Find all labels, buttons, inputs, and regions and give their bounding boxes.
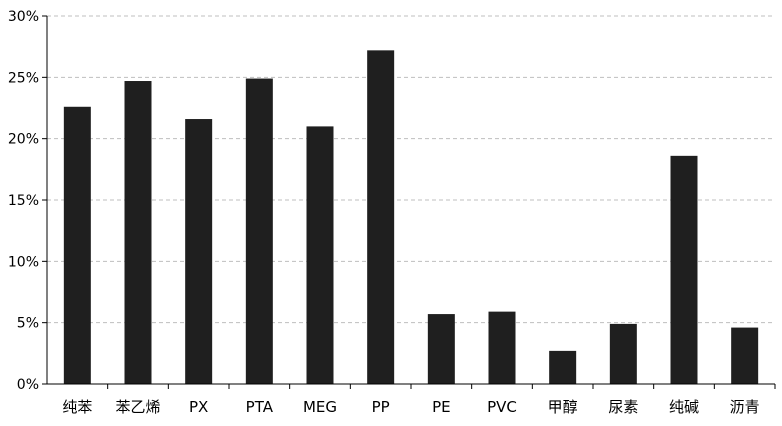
x-tick-label: 纯苯 — [62, 398, 92, 416]
x-tick-label: PE — [432, 398, 451, 416]
bar — [427, 314, 455, 384]
x-tick-label: PVC — [487, 398, 517, 416]
bar — [63, 106, 91, 385]
y-tick-label: 20% — [8, 132, 39, 148]
x-tick-label: 纯碱 — [669, 398, 699, 416]
bar — [306, 126, 334, 385]
x-tick-label: PP — [372, 398, 390, 416]
bar — [245, 78, 273, 384]
bar — [185, 119, 213, 384]
gridlines — [47, 15, 775, 324]
x-tick-label: PX — [189, 398, 208, 416]
x-tick-label: MEG — [303, 398, 337, 416]
bar — [549, 350, 577, 384]
x-tick-label: 沥青 — [730, 398, 760, 416]
bar — [609, 323, 637, 384]
bar — [488, 311, 516, 384]
y-tick-label: 5% — [17, 316, 39, 332]
x-tick-label: PTA — [246, 398, 274, 416]
y-tick-labels: 0% 5% 10% 15% 20% 25% 30% — [8, 9, 39, 393]
bar — [124, 81, 152, 384]
y-tick-label: 0% — [17, 377, 39, 393]
bar — [670, 155, 698, 384]
x-tick-label: 苯乙烯 — [115, 398, 160, 416]
bar — [367, 50, 395, 384]
axes — [42, 15, 776, 389]
y-tick-label: 10% — [8, 254, 39, 270]
bar — [731, 327, 759, 384]
x-tick-label: 尿素 — [608, 398, 638, 416]
x-tick-labels: 纯苯 苯乙烯 PX PTA MEG PP PE PVC 甲醇 尿素 纯碱 沥青 — [62, 398, 759, 416]
y-tick-label: 25% — [8, 70, 39, 86]
x-tick-label: 甲醇 — [548, 398, 578, 416]
y-tick-label: 30% — [8, 9, 39, 25]
bars — [63, 50, 759, 385]
y-tick-label: 15% — [8, 193, 39, 209]
